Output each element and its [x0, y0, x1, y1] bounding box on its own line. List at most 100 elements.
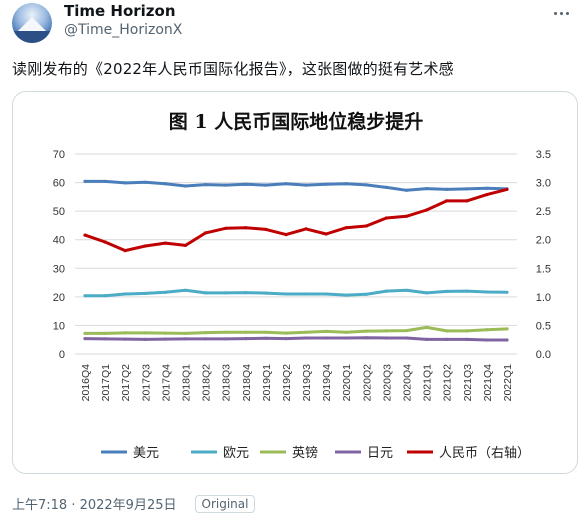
chart-grid	[75, 153, 517, 355]
data-point	[304, 183, 308, 187]
data-point	[204, 231, 208, 235]
x-tick-label: 2019Q2	[281, 364, 293, 402]
data-point	[445, 187, 449, 191]
data-point	[404, 329, 409, 333]
data-point	[465, 289, 469, 293]
data-point	[123, 331, 127, 335]
x-tick-label: 2021Q1	[422, 364, 434, 402]
data-point	[505, 327, 509, 331]
x-tick-label: 2017Q4	[160, 364, 172, 402]
user-handle[interactable]: @Time_HorizonX	[64, 22, 183, 38]
y-right-tick-label: 3.5	[536, 149, 551, 161]
data-point	[284, 337, 288, 341]
data-point	[485, 328, 489, 332]
data-point	[384, 329, 388, 333]
data-point	[284, 182, 288, 186]
legend-label: 日元	[367, 446, 393, 461]
data-point	[324, 232, 328, 236]
data-point	[364, 292, 368, 296]
data-point	[83, 331, 87, 335]
y-left-tick-label: 50	[53, 206, 65, 218]
data-point	[465, 199, 469, 203]
data-point	[204, 337, 208, 341]
y-left-tick-label: 10	[53, 320, 65, 332]
data-point	[445, 337, 449, 341]
series-line	[85, 288, 508, 298]
line-chart: 图 1 人民币国际地位稳步提升 70 60 50 40 30 20 10 0 3.5 3.0 2.…	[53, 110, 551, 461]
x-tick-label: 2017Q1	[100, 364, 112, 402]
data-point	[505, 290, 509, 294]
data-point	[204, 183, 208, 187]
tweet-text: 读刚发布的《2022年人民币国际化报告》，这张图做的挺有艺术感	[12, 60, 454, 78]
data-point	[344, 182, 348, 186]
data-point	[224, 337, 228, 341]
y-left-tick-label: 60	[53, 178, 65, 190]
y-right-tick-label: 2.0	[536, 235, 551, 247]
data-point	[183, 337, 188, 341]
data-point	[364, 183, 368, 187]
data-point	[425, 325, 429, 329]
x-tick-label: 2021Q2	[442, 364, 454, 402]
data-point	[103, 179, 107, 183]
x-tick-label: 2019Q1	[261, 364, 273, 402]
data-point	[264, 336, 268, 340]
more-options-button[interactable]	[550, 2, 572, 24]
data-point	[83, 337, 87, 341]
tweet-image[interactable]: 图 1 人民币国际地位稳步提升 70 60 50 40 30 20 10 0 3.5 3.0 2.…	[12, 91, 578, 474]
data-point	[404, 288, 409, 292]
data-point	[163, 182, 167, 186]
x-tick-label: 2019Q3	[301, 364, 313, 402]
data-point	[425, 337, 429, 341]
ellipsis-icon	[553, 11, 557, 15]
data-point	[304, 227, 308, 231]
display-name[interactable]: Time Horizon	[64, 2, 176, 20]
data-point	[404, 188, 409, 192]
data-point	[264, 330, 268, 334]
legend-label: 人民币（右轴）	[439, 446, 530, 461]
original-badge[interactable]: Original	[194, 494, 256, 513]
y-left-tick-label: 40	[53, 235, 65, 247]
data-point	[404, 214, 409, 218]
data-point	[103, 240, 107, 244]
data-point	[163, 331, 167, 335]
tweet-meta: 上午7:18 · 2022年9月25日 Original	[12, 494, 256, 513]
legend-label: 英镑	[292, 445, 318, 461]
ellipsis-icon	[565, 11, 569, 15]
x-axis: 2016Q4 2017Q1 2017Q2 2017Q3 2017Q4 2018Q1 2018…	[80, 364, 514, 402]
data-point	[384, 216, 388, 220]
avatar[interactable]	[12, 3, 52, 43]
data-point	[123, 181, 127, 185]
data-point	[344, 226, 348, 230]
data-point	[224, 291, 228, 295]
chart-title: 图 1 人民币国际地位稳步提升	[169, 110, 423, 133]
x-tick-label: 2017Q3	[140, 364, 152, 402]
data-point	[83, 233, 87, 237]
y-left-tick-label: 0	[59, 349, 65, 361]
x-tick-label: 2019Q4	[321, 364, 333, 402]
data-point	[224, 330, 228, 334]
series-line	[85, 179, 508, 192]
y-axis-right: 3.5 3.0 2.5 2.0 1.5 1.0 0.5 0.0	[536, 149, 551, 361]
x-tick-label: 2018Q2	[201, 364, 213, 402]
timestamp[interactable]: 上午7:18 · 2022年9月25日	[12, 498, 177, 513]
data-point	[284, 233, 288, 237]
x-tick-label: 2020Q2	[361, 364, 373, 402]
data-point	[83, 179, 87, 183]
series-lines	[83, 179, 509, 342]
data-point	[465, 187, 469, 191]
data-point	[183, 243, 188, 247]
data-point	[324, 292, 328, 296]
data-point	[304, 292, 308, 296]
y-right-tick-label: 1.0	[536, 292, 551, 304]
chart-legend: 美元 欧元 英镑 日元 人民币（右轴）	[101, 445, 530, 461]
x-tick-label: 2018Q3	[221, 364, 233, 402]
legend-label: 欧元	[223, 446, 249, 461]
data-point	[425, 208, 429, 212]
data-point	[404, 336, 409, 340]
data-point	[163, 290, 167, 294]
y-axis-left: 70 60 50 40 30 20 10 0	[53, 149, 65, 361]
data-point	[425, 291, 429, 295]
series-line	[84, 336, 507, 342]
series-line	[85, 325, 508, 335]
x-tick-label: 2016Q4	[80, 364, 92, 402]
